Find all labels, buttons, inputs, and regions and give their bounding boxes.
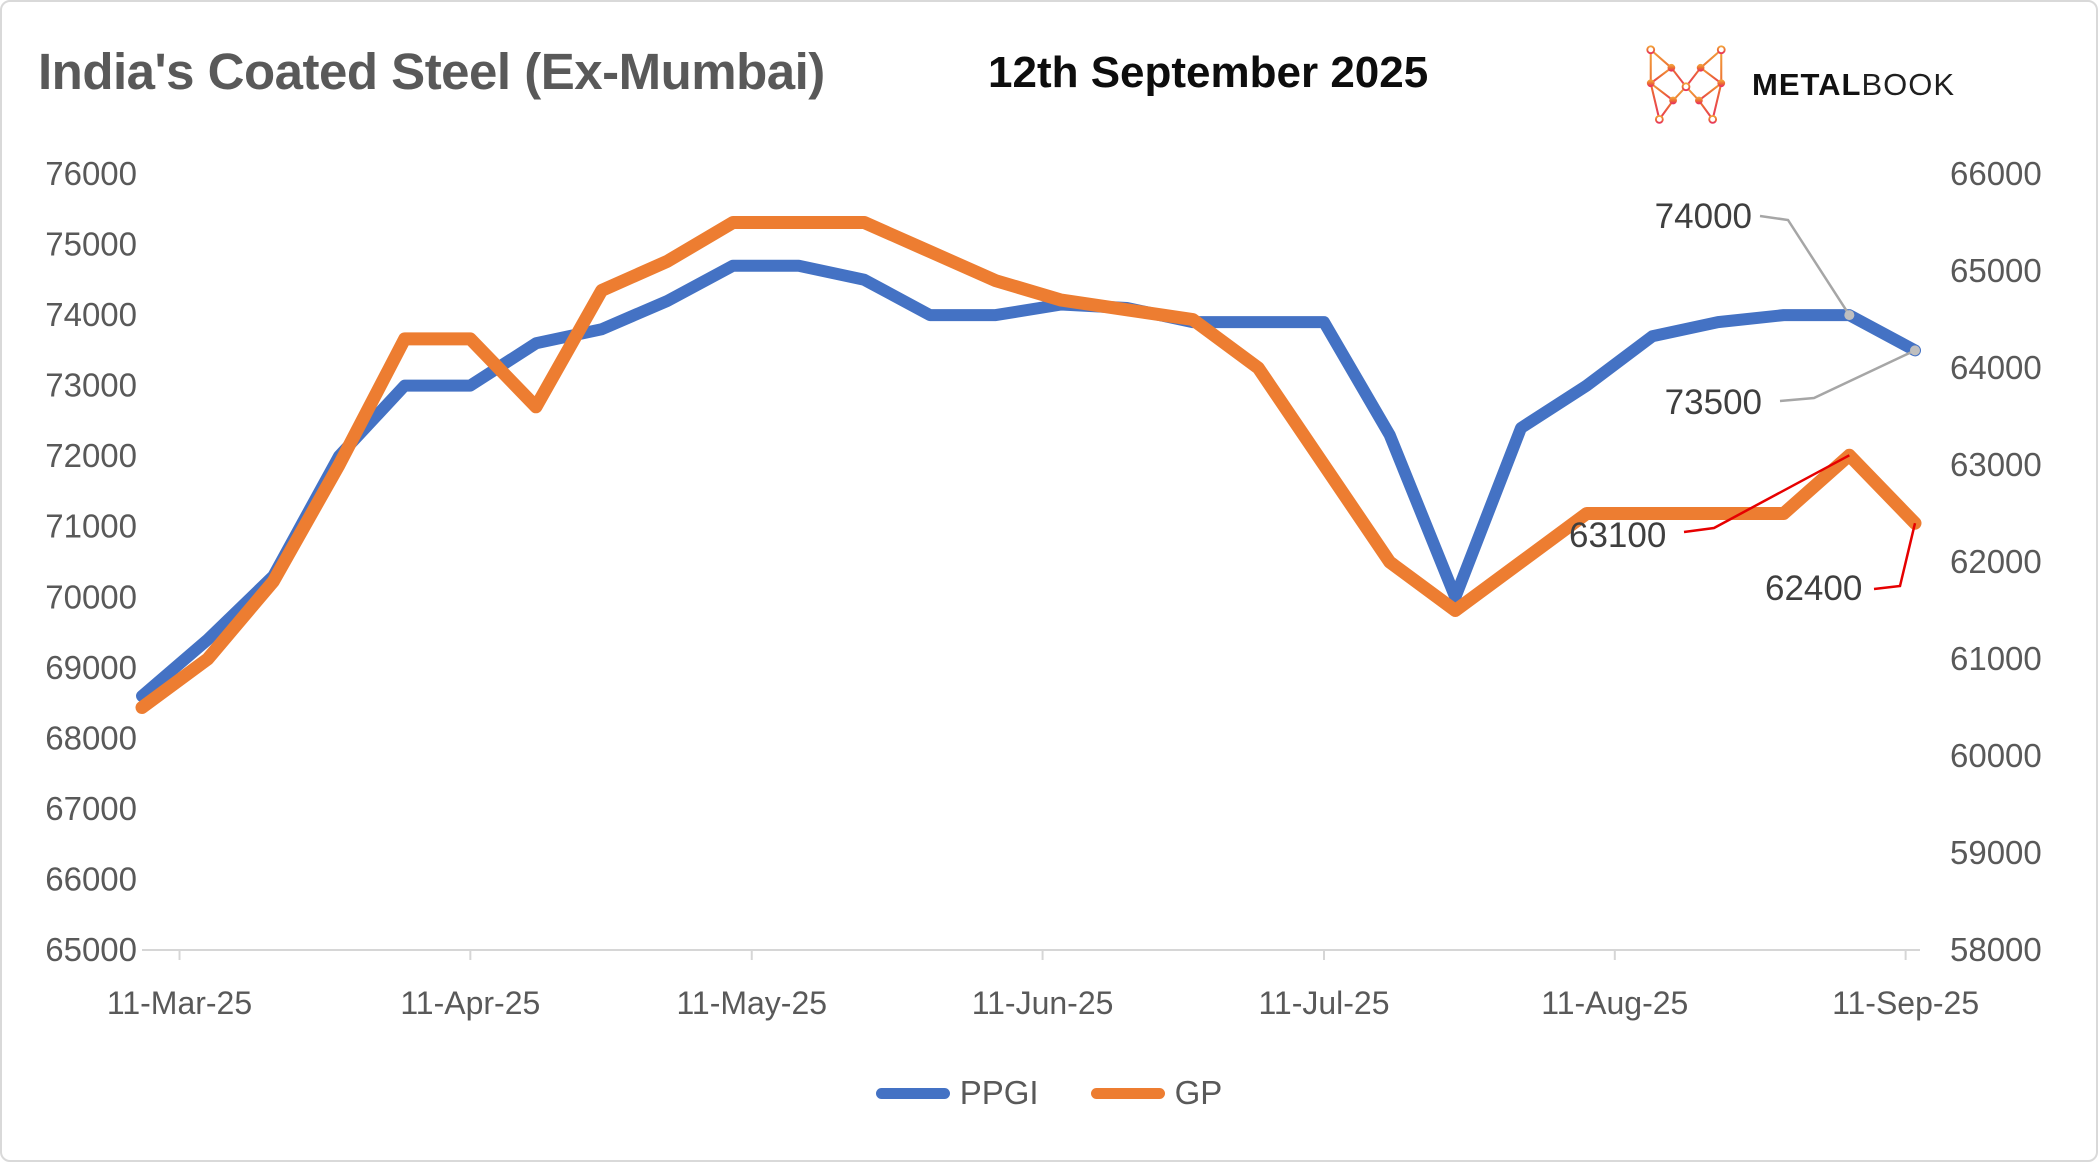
metalbook-network-m-icon bbox=[1634, 42, 1738, 128]
ppgi-line bbox=[136, 259, 1921, 702]
annotation-anchor-dot bbox=[1910, 345, 1920, 356]
right-axis-tick-label: 64000 bbox=[1950, 349, 2042, 386]
right-axis-tick-label: 65000 bbox=[1950, 252, 2042, 289]
left-axis-tick-label: 75000 bbox=[45, 226, 137, 263]
annotation-anchor-dot bbox=[1844, 310, 1855, 321]
annotation-value-label: 74000 bbox=[1655, 197, 1752, 236]
annotation-leader-line bbox=[1873, 522, 1917, 591]
right-axis-tick-label: 63000 bbox=[1950, 446, 2042, 483]
brand-text: METALBOOK bbox=[1752, 67, 1955, 103]
x-axis-tick-label: 11-Apr-25 bbox=[400, 985, 540, 1021]
x-axis-tick-label: 11-Mar-25 bbox=[107, 985, 252, 1021]
left-axis-tick-label: 74000 bbox=[45, 296, 137, 333]
ppgi-line-swatch bbox=[875, 1087, 950, 1099]
x-axis-tick-label: 11-Jul-25 bbox=[1258, 985, 1389, 1021]
chart-title: India's Coated Steel (Ex-Mumbai) bbox=[38, 43, 825, 100]
left-axis-tick-label: 73000 bbox=[45, 367, 137, 404]
right-axis-tick-label: 62000 bbox=[1950, 543, 2042, 580]
legend-item-gp: GP bbox=[1090, 1074, 1223, 1112]
annotation-leader-line bbox=[1683, 454, 1850, 534]
metalbook-logo: METALBOOK bbox=[1634, 40, 1955, 130]
left-axis-tick-label: 69000 bbox=[45, 649, 137, 686]
right-axis-tick-label: 61000 bbox=[1950, 640, 2042, 677]
gp-line bbox=[135, 216, 1922, 714]
left-axis-tick-label: 66000 bbox=[45, 860, 137, 897]
annotation-value-label: 62400 bbox=[1765, 569, 1862, 608]
x-axis-tick-label: 11-Aug-25 bbox=[1541, 985, 1688, 1021]
x-axis-tick-label: 11-May-25 bbox=[676, 985, 827, 1021]
chart-legend: PPGI GP bbox=[2, 1074, 2096, 1112]
right-axis-tick-label: 58000 bbox=[1950, 931, 2042, 968]
gp-line-swatch bbox=[1090, 1087, 1165, 1099]
legend-label-gp: GP bbox=[1174, 1074, 1223, 1111]
x-axis-tick-label: 11-Sep-25 bbox=[1832, 985, 1979, 1021]
right-axis-tick-label: 60000 bbox=[1950, 737, 2042, 774]
legend-item-ppgi: PPGI bbox=[875, 1074, 1039, 1112]
right-axis-tick-label: 66000 bbox=[1950, 155, 2042, 192]
report-date: 12th September 2025 bbox=[988, 48, 1429, 97]
left-axis-tick-label: 70000 bbox=[45, 578, 137, 615]
left-axis-tick-label: 65000 bbox=[45, 931, 137, 968]
brand-book: BOOK bbox=[1861, 67, 1956, 102]
annotation-leader-line bbox=[1759, 214, 1851, 316]
annotation-value-label: 63100 bbox=[1569, 516, 1666, 555]
left-axis-tick-label: 71000 bbox=[45, 508, 137, 545]
brand-metal: METAL bbox=[1752, 67, 1862, 102]
left-axis-tick-label: 72000 bbox=[45, 437, 137, 474]
annotation-value-label: 73500 bbox=[1665, 383, 1762, 422]
x-axis-tick-label: 11-Jun-25 bbox=[972, 985, 1114, 1021]
right-axis-tick-label: 59000 bbox=[1950, 834, 2042, 871]
left-axis-tick-label: 76000 bbox=[45, 155, 137, 192]
left-axis-tick-label: 67000 bbox=[45, 790, 137, 827]
annotation-leader-line bbox=[1779, 349, 1916, 403]
left-axis-tick-label: 68000 bbox=[45, 719, 137, 756]
legend-label-ppgi: PPGI bbox=[959, 1074, 1039, 1111]
